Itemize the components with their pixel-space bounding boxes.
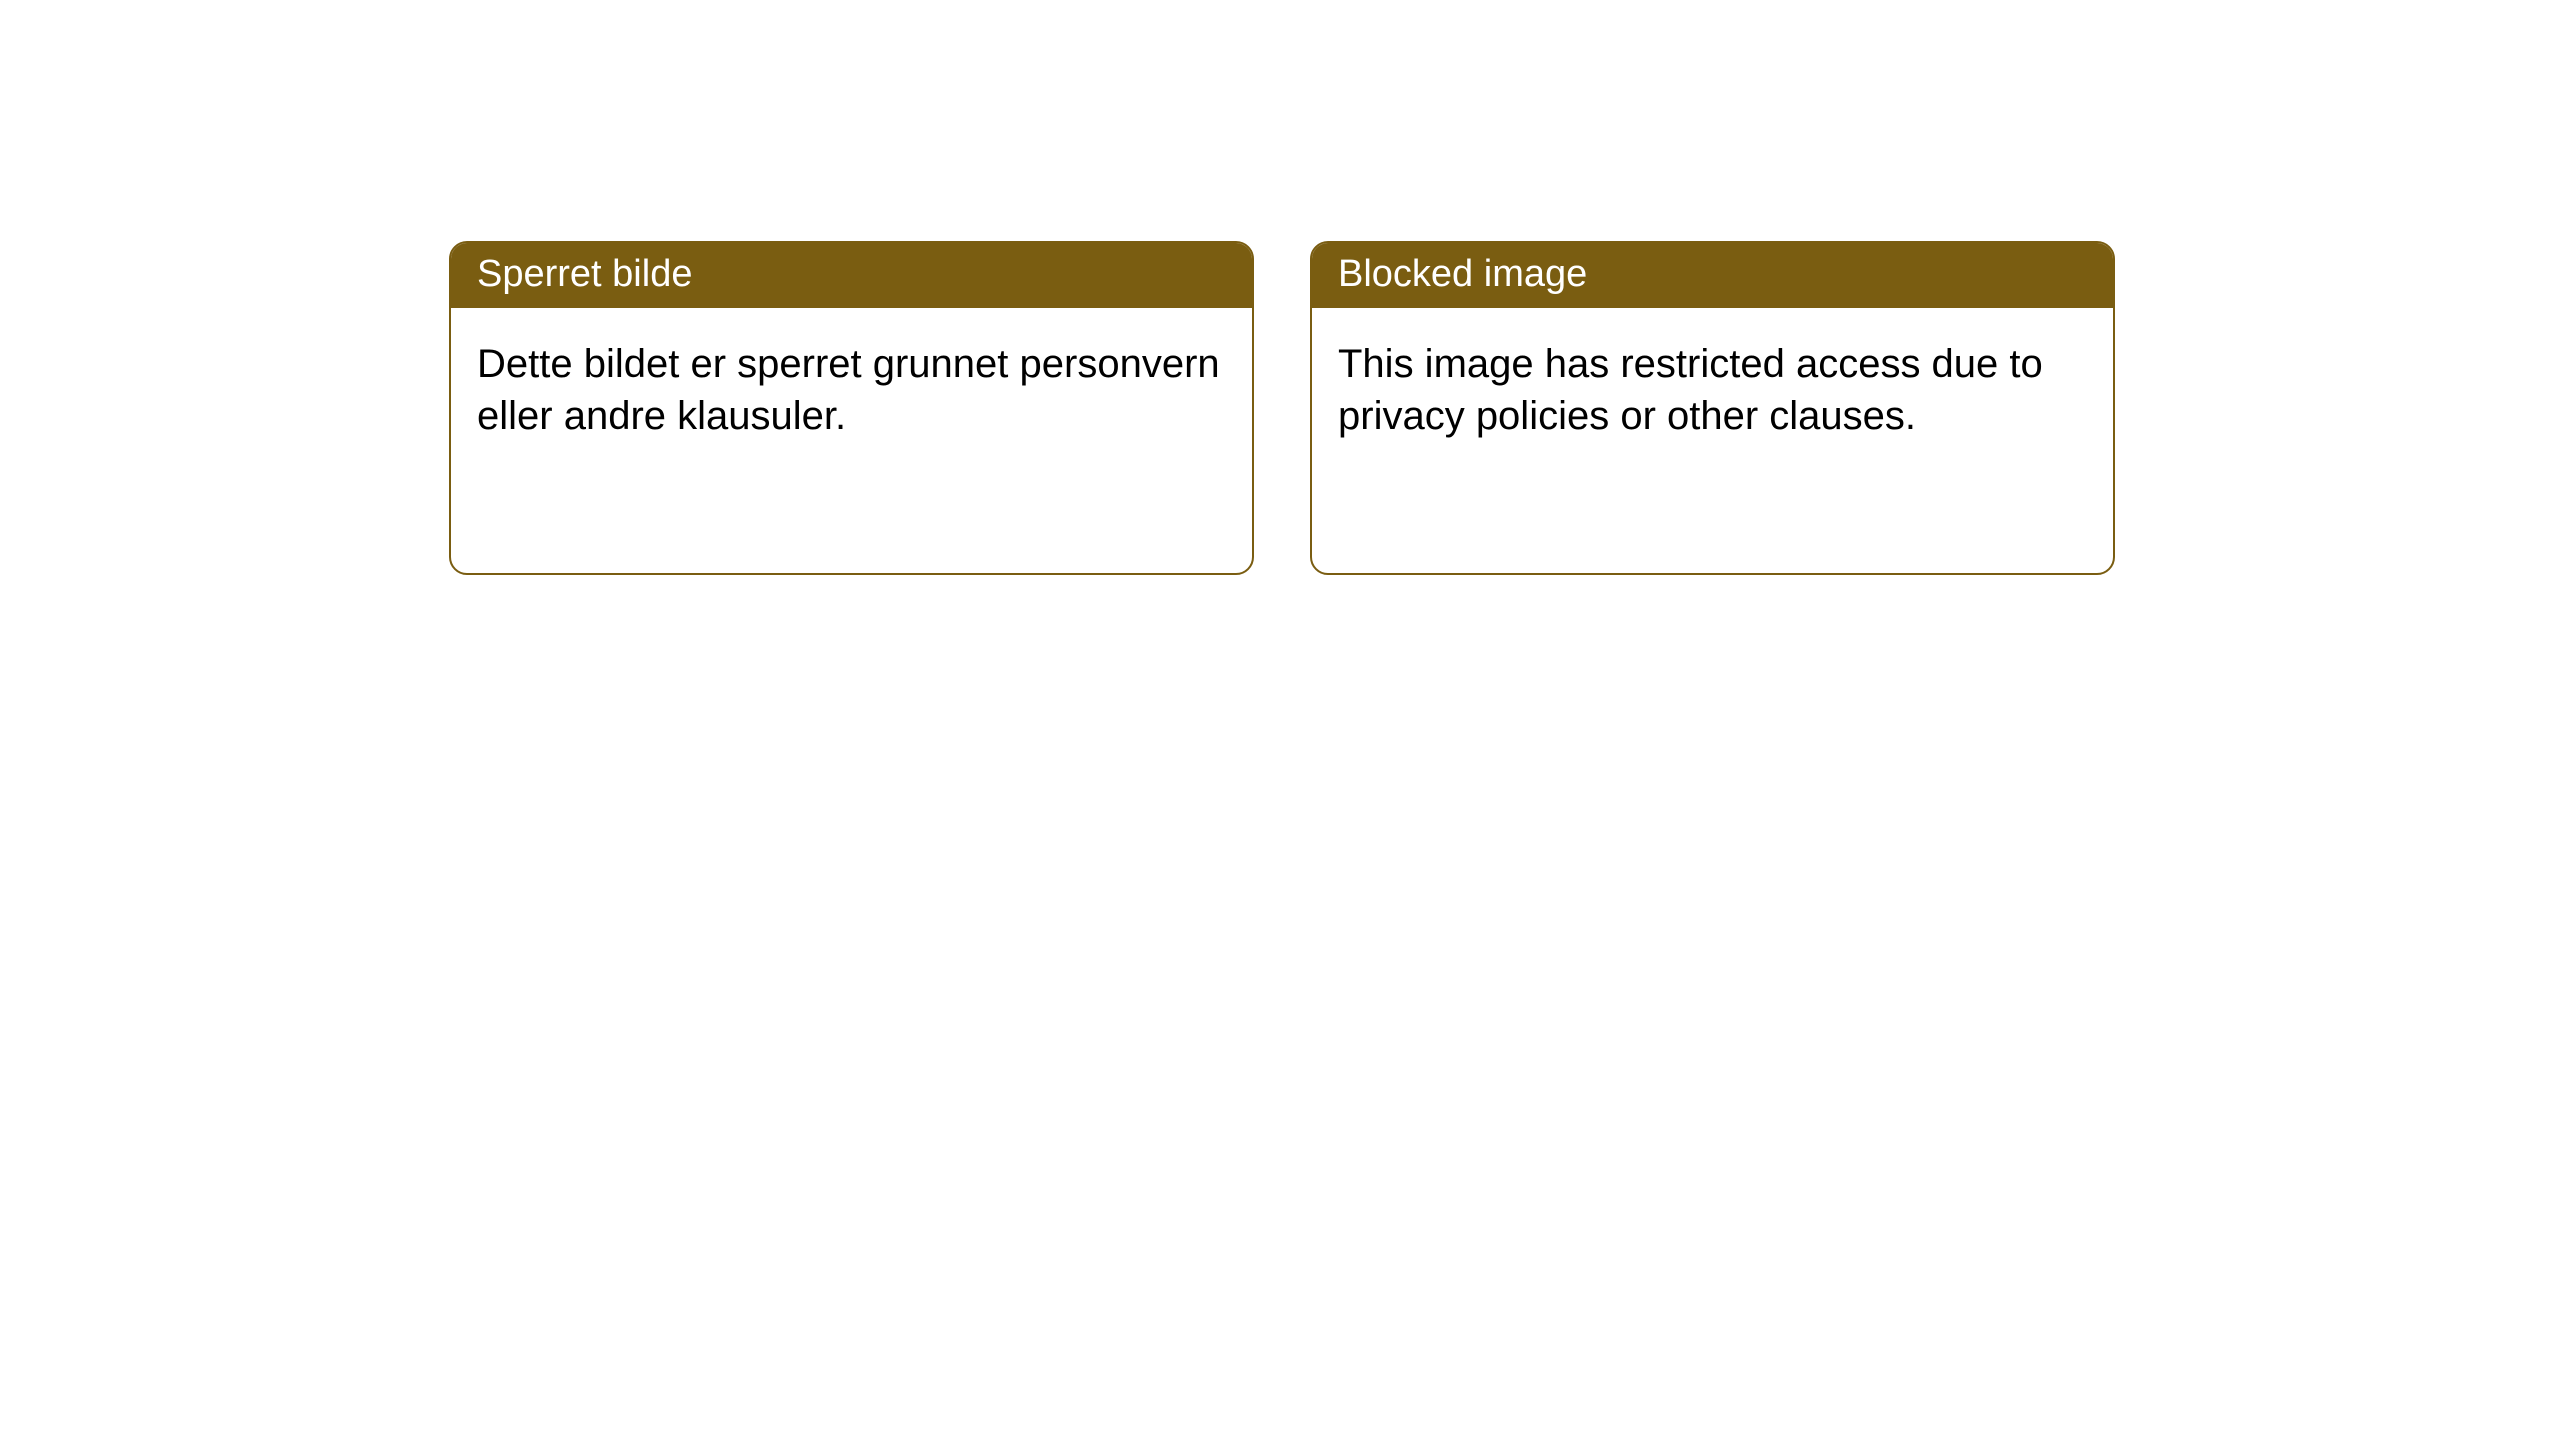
notice-card-norwegian: Sperret bilde Dette bildet er sperret gr… [449,241,1254,575]
notice-body: This image has restricted access due to … [1312,308,2113,472]
notice-header: Blocked image [1312,243,2113,308]
notice-body: Dette bildet er sperret grunnet personve… [451,308,1252,472]
notice-container: Sperret bilde Dette bildet er sperret gr… [0,0,2560,575]
notice-header: Sperret bilde [451,243,1252,308]
notice-card-english: Blocked image This image has restricted … [1310,241,2115,575]
